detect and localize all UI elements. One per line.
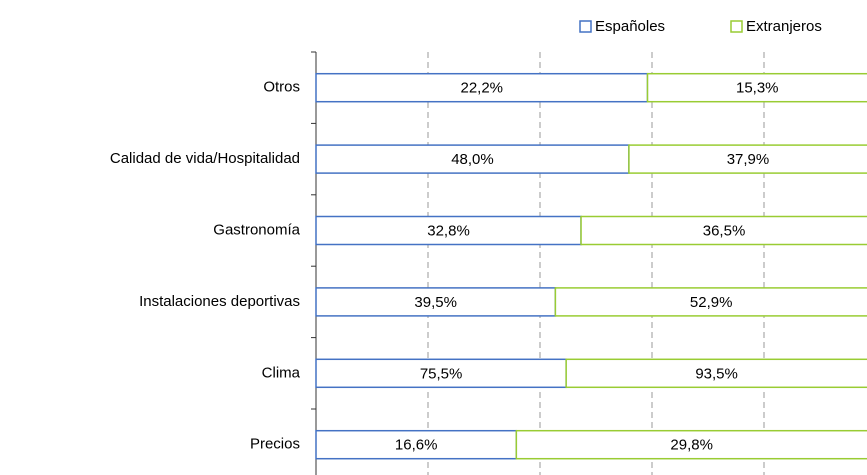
legend-label: Españoles: [595, 18, 665, 35]
y-tick-label: Calidad de vida/Hospitalidad: [110, 150, 300, 167]
legend-swatch: [730, 20, 743, 33]
value-label: 36,5%: [703, 222, 746, 239]
value-label: 32,8%: [427, 222, 470, 239]
bar-segment: [580, 215, 867, 246]
bar-segment: [565, 358, 867, 389]
value-label: 75,5%: [420, 365, 463, 382]
bar-segment: [554, 287, 867, 317]
value-label: 16,6%: [395, 437, 438, 454]
bar-segment: [315, 72, 649, 103]
legend-label: Extranjeros: [746, 18, 822, 35]
bar-segment: [315, 358, 567, 389]
value-label: 22,2%: [460, 80, 503, 97]
bar-segment: [628, 144, 867, 174]
bar-segment: [315, 215, 582, 246]
y-tick-label: Clima: [262, 364, 301, 381]
bar-segment: [315, 287, 557, 317]
y-tick-label: Otros: [263, 79, 300, 96]
y-tick-label: Instalaciones deportivas: [139, 293, 300, 310]
value-label: 52,9%: [690, 294, 733, 311]
value-label: 93,5%: [695, 365, 738, 382]
y-tick-label: Gastronomía: [213, 221, 300, 238]
value-label: 39,5%: [414, 294, 457, 311]
y-tick-label: Precios: [250, 436, 300, 453]
value-label: 37,9%: [727, 151, 770, 168]
legend-swatch: [579, 20, 592, 33]
value-label: 48,0%: [451, 151, 494, 168]
value-label: 29,8%: [670, 437, 713, 454]
bar-segment: [515, 429, 867, 460]
bar-segment: [646, 72, 867, 103]
value-label: 15,3%: [736, 80, 779, 97]
